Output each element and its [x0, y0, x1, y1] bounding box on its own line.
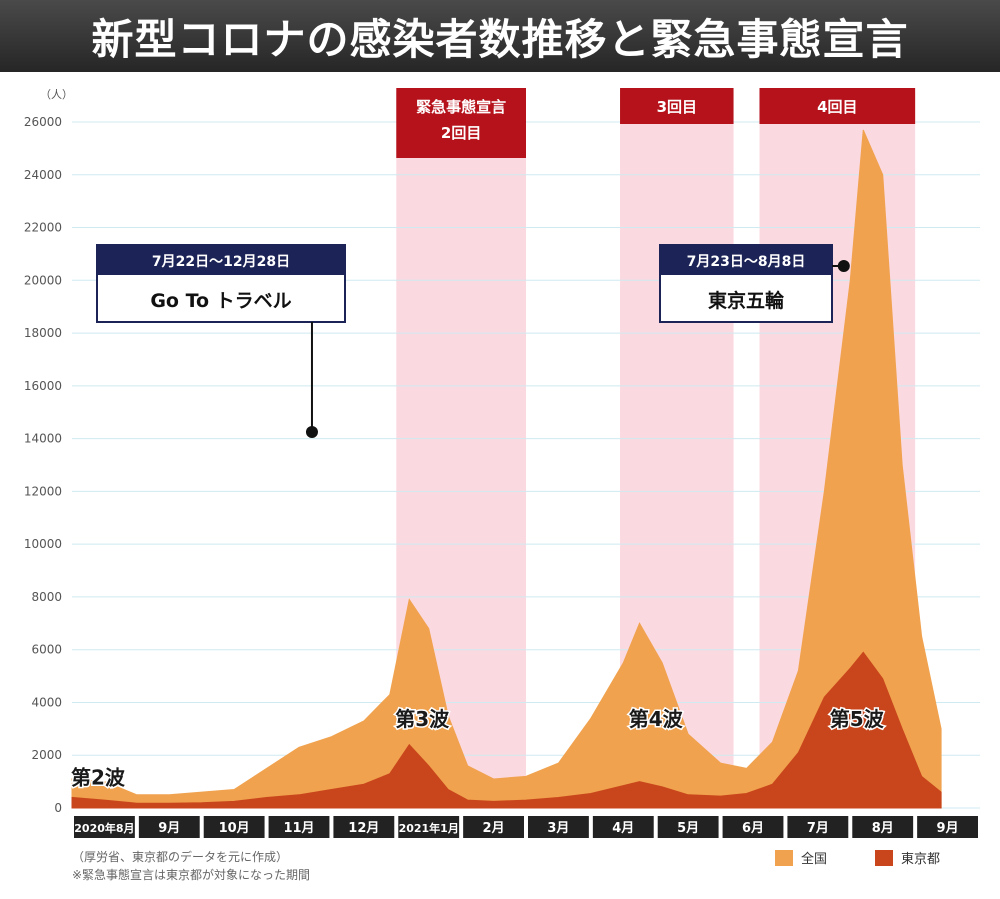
month-tick-cell	[268, 816, 330, 838]
callout-header	[97, 245, 345, 275]
callout-date: 7月22日～12月28日	[152, 254, 290, 270]
callout-marker	[305, 426, 318, 438]
month-tick-cell	[74, 816, 135, 838]
legend-national-swatch	[775, 849, 793, 866]
month-tick-label: 6月	[742, 821, 764, 836]
y-tick-label: 8000	[31, 590, 62, 604]
y-tick-label: 12000	[24, 484, 62, 498]
emergency-label-text: 緊急事態宣言	[416, 98, 506, 116]
legend-national-label: 全国	[801, 852, 828, 867]
callout-label: 東京五輪	[708, 289, 785, 312]
emergency-label-box	[620, 88, 734, 124]
y-tick-label: 26000	[24, 115, 62, 129]
infections-area-chart: 0 2000 4000 6000 8000 10000 12000 14000 16000 180…	[24, 88, 980, 838]
emergency-label: 4回目	[759, 88, 916, 124]
month-tick-cell	[463, 816, 524, 838]
callout-label: Go To トラベル	[150, 290, 291, 312]
y-tick-label: 2000	[31, 748, 62, 762]
month-tick-cell	[917, 816, 978, 838]
month-tick-cell	[528, 816, 589, 838]
month-tick-cell	[203, 816, 265, 838]
emergency-label: 緊急事態宣言 2回目	[396, 88, 526, 158]
y-tick-label: 16000	[24, 379, 62, 393]
source-note: （厚労省、東京都のデータを元に作成）	[72, 850, 289, 864]
month-tick-cell	[787, 816, 849, 838]
month-tick-label: 5月	[677, 821, 699, 836]
month-tick-cell	[138, 816, 200, 838]
emergency-label: 3回目	[620, 88, 734, 124]
month-tick-label: 11月	[283, 821, 314, 836]
legend-tokyo-label: 東京都	[901, 852, 941, 867]
month-tick-label: 8月	[872, 821, 894, 836]
month-tick-cell	[398, 816, 460, 838]
emergency-label-box	[396, 88, 526, 158]
y-tick-label: 6000	[31, 643, 62, 657]
month-tick-label: 2020年8月	[74, 821, 134, 835]
legend-tokyo-swatch	[875, 849, 893, 866]
month-tick-label: 7月	[807, 821, 829, 836]
callout-marker	[837, 260, 850, 272]
month-tick-cell	[333, 816, 395, 838]
wave-label: 第3波	[395, 707, 450, 731]
y-tick-label: 18000	[24, 326, 62, 340]
month-tick-label: 2月	[483, 821, 505, 836]
month-tick-cell	[722, 816, 784, 838]
y-tick-label: 22000	[24, 221, 62, 235]
emergency-label-text: 2回目	[441, 124, 481, 142]
y-tick-label: 14000	[24, 432, 62, 446]
month-tick-cell	[592, 816, 654, 838]
y-tick-label: 20000	[24, 273, 62, 287]
callout-header	[660, 245, 832, 275]
y-tick-label: 24000	[24, 168, 62, 182]
month-tick-label: 12月	[348, 821, 379, 836]
wave-label: 第5波	[830, 707, 885, 731]
month-tick-cell	[657, 816, 719, 838]
callout-date: 7月23日～8月8日	[687, 254, 806, 270]
month-tick-cell	[852, 816, 914, 838]
y-axis-label: （人）	[40, 88, 73, 101]
legend-national: 全国	[775, 848, 827, 867]
emergency-label-box	[759, 88, 916, 124]
legend-tokyo: 東京都	[875, 848, 940, 867]
emergency-note: ※緊急事態宣言は東京都が対象になった期間	[72, 868, 311, 882]
month-tick-label: 9月	[937, 821, 959, 836]
y-tick-label: 4000	[31, 695, 62, 709]
wave-label: 第2波	[71, 765, 126, 789]
series-area-tokyo	[71, 651, 942, 809]
month-tick-label: 2021年1月	[399, 821, 459, 835]
chart-title: 新型コロナの感染者数推移と緊急事態宣言	[91, 14, 909, 64]
emergency-label-text: 3回目	[657, 98, 697, 116]
y-tick-label: 10000	[24, 537, 62, 551]
month-tick-label: 10月	[219, 821, 250, 836]
y-tick-label: 0	[54, 801, 62, 815]
month-tick-label: 4月	[612, 821, 634, 836]
month-tick-label: 3月	[547, 821, 569, 836]
month-tick-label: 9月	[158, 821, 180, 836]
event-callout: 7月22日～12月28日 Go To トラベル	[96, 244, 346, 438]
emergency-label-text: 4回目	[817, 98, 857, 116]
wave-label: 第4波	[629, 707, 684, 731]
chart-title-bar: 新型コロナの感染者数推移と緊急事態宣言	[0, 0, 1000, 72]
